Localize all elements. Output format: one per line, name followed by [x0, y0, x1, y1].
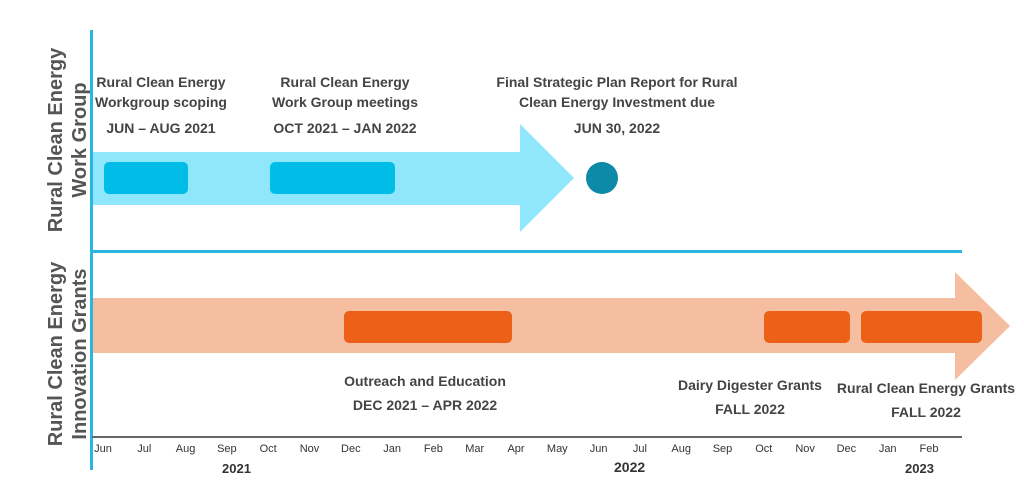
dairy-annotation: Dairy Digester Grants FALL 2022: [678, 377, 822, 417]
month-tick-label: Mar: [465, 443, 485, 455]
month-tick-label: Aug: [175, 443, 196, 455]
month-tick-label: Oct: [755, 443, 773, 455]
month-tick-label: Oct: [259, 443, 277, 455]
scoping-annotation: Rural Clean Energy Workgroup scoping JUN…: [95, 74, 227, 136]
year-label-2021: 2021: [222, 461, 251, 476]
month-tick-label: Sep: [712, 443, 733, 455]
rce-grants-bar: [861, 311, 982, 343]
year-label-2022: 2022: [614, 459, 646, 475]
month-tick-label: Feb: [919, 443, 939, 455]
month-tick-label: Feb: [423, 443, 443, 455]
meetings-bar: [270, 162, 395, 194]
month-tick-label: Sep: [217, 443, 237, 455]
grants-arrow: [93, 272, 1010, 380]
month-tick-label: Apr: [507, 443, 525, 455]
month-tick-label: May: [546, 443, 568, 455]
year-label-2023: 2023: [905, 461, 934, 476]
month-tick-label: Nov: [299, 443, 320, 455]
final-report-milestone: [586, 162, 618, 194]
month-tick-label: Jun: [589, 443, 608, 455]
month-tick-label: Jul: [632, 443, 647, 455]
month-tick-label: Nov: [795, 443, 815, 455]
outreach-annotation: Outreach and Education DEC 2021 – APR 20…: [344, 373, 506, 413]
time-axis: [92, 436, 962, 438]
scoping-bar: [104, 162, 188, 194]
dairy-digester-bar: [764, 311, 850, 343]
month-tick-label: Aug: [671, 443, 691, 455]
month-tick-label: Dec: [341, 443, 361, 455]
meetings-annotation: Rural Clean Energy Work Group meetings O…: [272, 74, 418, 136]
row-divider: [90, 250, 962, 253]
rce-grants-annotation: Rural Clean Energy Grants FALL 2022: [836, 380, 1016, 420]
month-tick-label: Jul: [137, 443, 152, 455]
month-tick-label: Jun: [94, 443, 112, 455]
month-tick-label: Jan: [878, 443, 897, 455]
month-tick-label: Dec: [836, 443, 857, 455]
final-report-annotation: Final Strategic Plan Report for Rural Cl…: [496, 74, 738, 136]
outreach-bar: [344, 311, 512, 343]
month-tick-label: Jan: [383, 443, 401, 455]
